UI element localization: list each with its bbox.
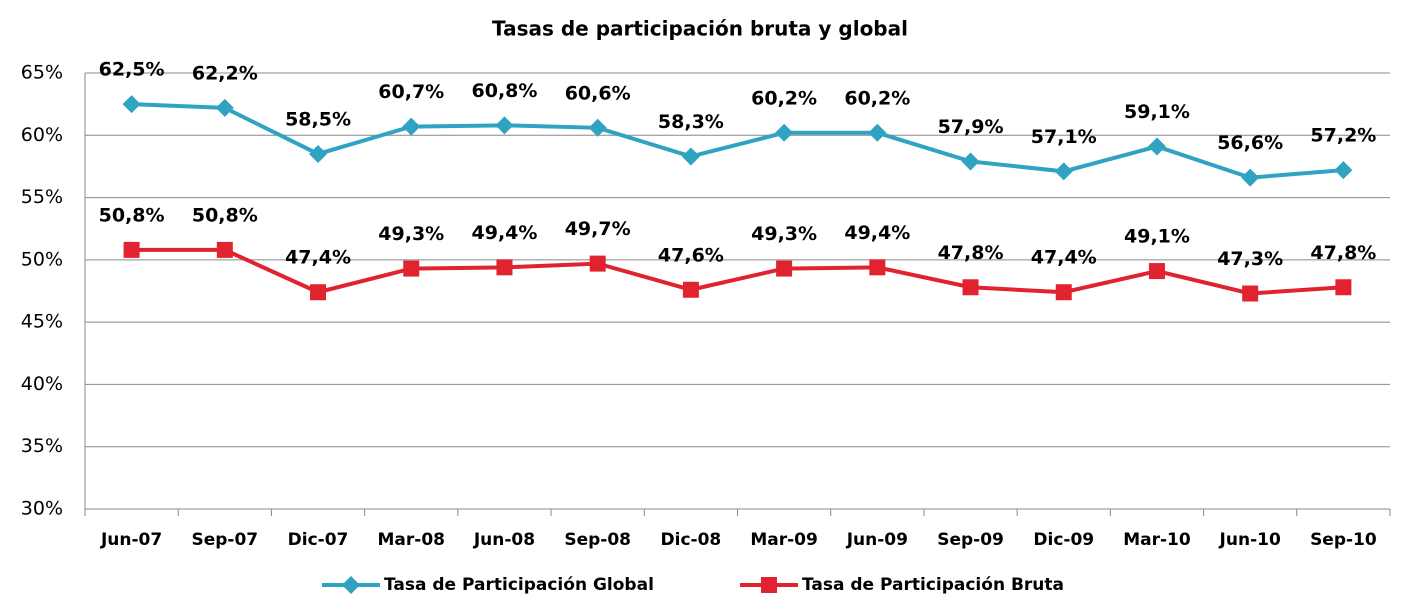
x-tick-label: Dic-09 bbox=[1033, 530, 1094, 550]
data-point bbox=[1055, 284, 1072, 301]
data-label: 50,8% bbox=[192, 204, 258, 226]
data-label: 60,2% bbox=[751, 87, 817, 109]
y-tick-label: 55% bbox=[21, 186, 63, 208]
y-tick-label: 30% bbox=[21, 498, 63, 520]
series-line bbox=[131, 102, 1344, 180]
data-label: 49,4% bbox=[472, 222, 538, 244]
data-point bbox=[216, 241, 233, 258]
data-point bbox=[1242, 285, 1259, 302]
y-tick-label: 60% bbox=[21, 124, 63, 146]
x-tick-label: Sep-09 bbox=[937, 530, 1004, 550]
y-tick-label: 45% bbox=[21, 311, 63, 333]
data-point bbox=[215, 98, 234, 117]
x-tick-label: Sep-07 bbox=[191, 530, 258, 550]
data-label: 49,7% bbox=[565, 218, 631, 240]
data-point bbox=[961, 152, 980, 171]
y-tick-label: 65% bbox=[21, 62, 63, 84]
data-point bbox=[309, 144, 328, 163]
data-point bbox=[869, 259, 886, 276]
data-point bbox=[1241, 168, 1260, 187]
x-tick-label: Mar-09 bbox=[750, 530, 818, 550]
data-point bbox=[868, 123, 887, 142]
data-label: 47,4% bbox=[1031, 247, 1097, 269]
data-point bbox=[775, 123, 794, 142]
data-label: 59,1% bbox=[1124, 101, 1190, 123]
legend-marker bbox=[342, 576, 360, 594]
x-tick-label: Jun-10 bbox=[1219, 530, 1281, 550]
data-point bbox=[495, 116, 514, 135]
x-tick-label: Dic-08 bbox=[661, 530, 722, 550]
data-label: 49,1% bbox=[1124, 226, 1190, 248]
x-tick-label: Jun-07 bbox=[100, 530, 162, 550]
x-tick-label: Mar-08 bbox=[378, 530, 446, 550]
data-point bbox=[681, 147, 700, 166]
data-label: 62,5% bbox=[99, 59, 165, 81]
y-tick-label: 50% bbox=[21, 248, 63, 270]
data-label: 57,2% bbox=[1310, 125, 1376, 147]
data-point bbox=[310, 284, 327, 301]
legend-label: Tasa de Participación Global bbox=[384, 575, 654, 595]
data-point bbox=[1335, 279, 1352, 296]
data-label: 60,2% bbox=[844, 87, 910, 109]
x-tick-label: Dic-07 bbox=[288, 530, 349, 550]
legend-label: Tasa de Participación Bruta bbox=[802, 575, 1064, 595]
data-label: 47,3% bbox=[1217, 248, 1283, 270]
data-point bbox=[402, 117, 421, 136]
series-line bbox=[131, 247, 1344, 296]
data-label: 57,1% bbox=[1031, 126, 1097, 148]
data-point bbox=[122, 95, 141, 114]
data-label: 47,8% bbox=[938, 242, 1004, 264]
data-label: 50,8% bbox=[99, 204, 165, 226]
y-tick-label: 40% bbox=[21, 373, 63, 395]
data-label: 47,8% bbox=[1310, 242, 1376, 264]
data-label: 49,3% bbox=[378, 223, 444, 245]
legend-marker bbox=[761, 577, 777, 593]
data-label: 60,8% bbox=[472, 80, 538, 102]
data-label: 60,7% bbox=[378, 81, 444, 103]
data-label: 47,4% bbox=[285, 247, 351, 269]
data-label: 57,9% bbox=[938, 116, 1004, 138]
chart-title: Tasas de participación bruta y global bbox=[492, 17, 908, 41]
x-tick-label: Jun-09 bbox=[846, 530, 908, 550]
data-point bbox=[962, 279, 979, 296]
data-point bbox=[1148, 263, 1165, 280]
data-point bbox=[1054, 162, 1073, 181]
data-label: 49,3% bbox=[751, 223, 817, 245]
data-point bbox=[1147, 137, 1166, 156]
x-tick-label: Mar-10 bbox=[1123, 530, 1191, 550]
y-tick-label: 35% bbox=[21, 435, 63, 457]
data-point bbox=[123, 241, 140, 258]
data-point bbox=[776, 260, 793, 277]
data-label: 47,6% bbox=[658, 244, 724, 266]
data-label: 62,2% bbox=[192, 62, 258, 84]
x-tick-label: Jun-08 bbox=[473, 530, 535, 550]
data-point bbox=[588, 118, 607, 137]
x-tick-label: Sep-08 bbox=[564, 530, 631, 550]
data-label: 49,4% bbox=[844, 222, 910, 244]
x-tick-label: Sep-10 bbox=[1310, 530, 1377, 550]
data-point bbox=[496, 259, 513, 276]
data-label: 60,6% bbox=[565, 82, 631, 104]
data-point bbox=[589, 255, 606, 272]
data-point bbox=[403, 260, 420, 277]
data-label: 58,3% bbox=[658, 111, 724, 133]
data-label: 58,5% bbox=[285, 108, 351, 130]
data-point bbox=[682, 281, 699, 298]
data-point bbox=[1334, 161, 1353, 180]
data-label: 56,6% bbox=[1217, 132, 1283, 154]
